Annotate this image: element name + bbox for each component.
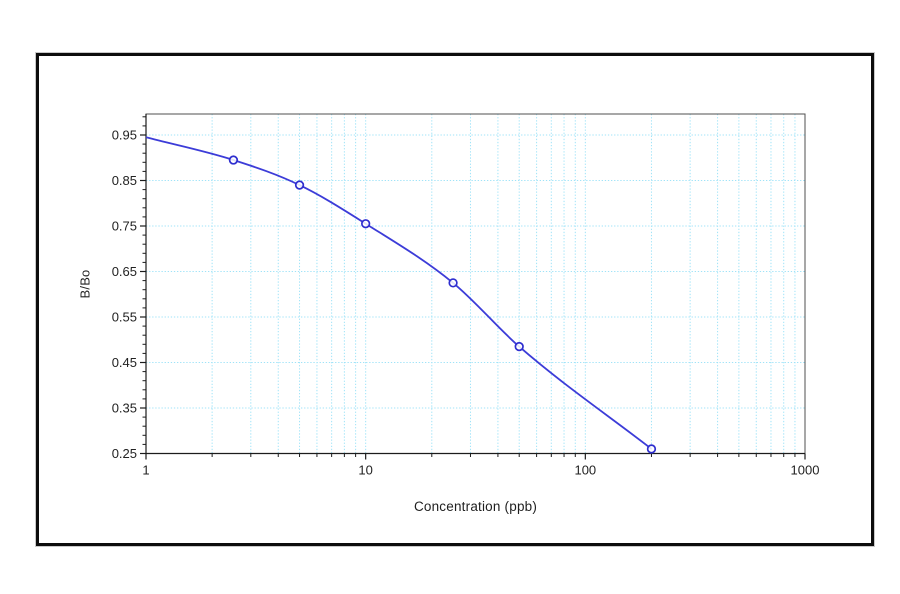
series (145, 136, 657, 454)
y-tick-label: 0.25 (112, 446, 137, 461)
y-tick-label: 0.65 (112, 264, 137, 279)
y-tick-label: 0.55 (112, 310, 137, 325)
x-tick-label: 100 (574, 463, 596, 478)
y-tick-label: 0.85 (112, 173, 137, 188)
axes (140, 113, 806, 460)
y-tick-label: 0.45 (112, 355, 137, 370)
data-point (514, 341, 524, 352)
x-tick-label: 10 (358, 463, 372, 478)
y-tick-label: 0.75 (112, 219, 137, 234)
y-axis-title: B/Bo (77, 269, 93, 299)
chart-frame (35, 52, 875, 547)
tick-labels: 0.95 0.85 0.75 0.65 0.55 0.45 0.35 0.25 1 10 100 10… (112, 128, 820, 478)
standard-curve-line (145, 136, 653, 450)
data-point (294, 180, 305, 190)
y-tick-label: 0.95 (112, 128, 137, 143)
grid-lines (145, 114, 806, 454)
data-point (448, 278, 458, 288)
y-tick-label: 0.35 (112, 401, 137, 416)
x-tick-label: 1000 (791, 463, 820, 478)
x-tick-label: 1 (142, 463, 149, 478)
data-point (646, 444, 657, 454)
x-axis-title: Concentration (ppb) (413, 499, 538, 514)
data-point (228, 155, 239, 165)
data-point (361, 219, 371, 229)
